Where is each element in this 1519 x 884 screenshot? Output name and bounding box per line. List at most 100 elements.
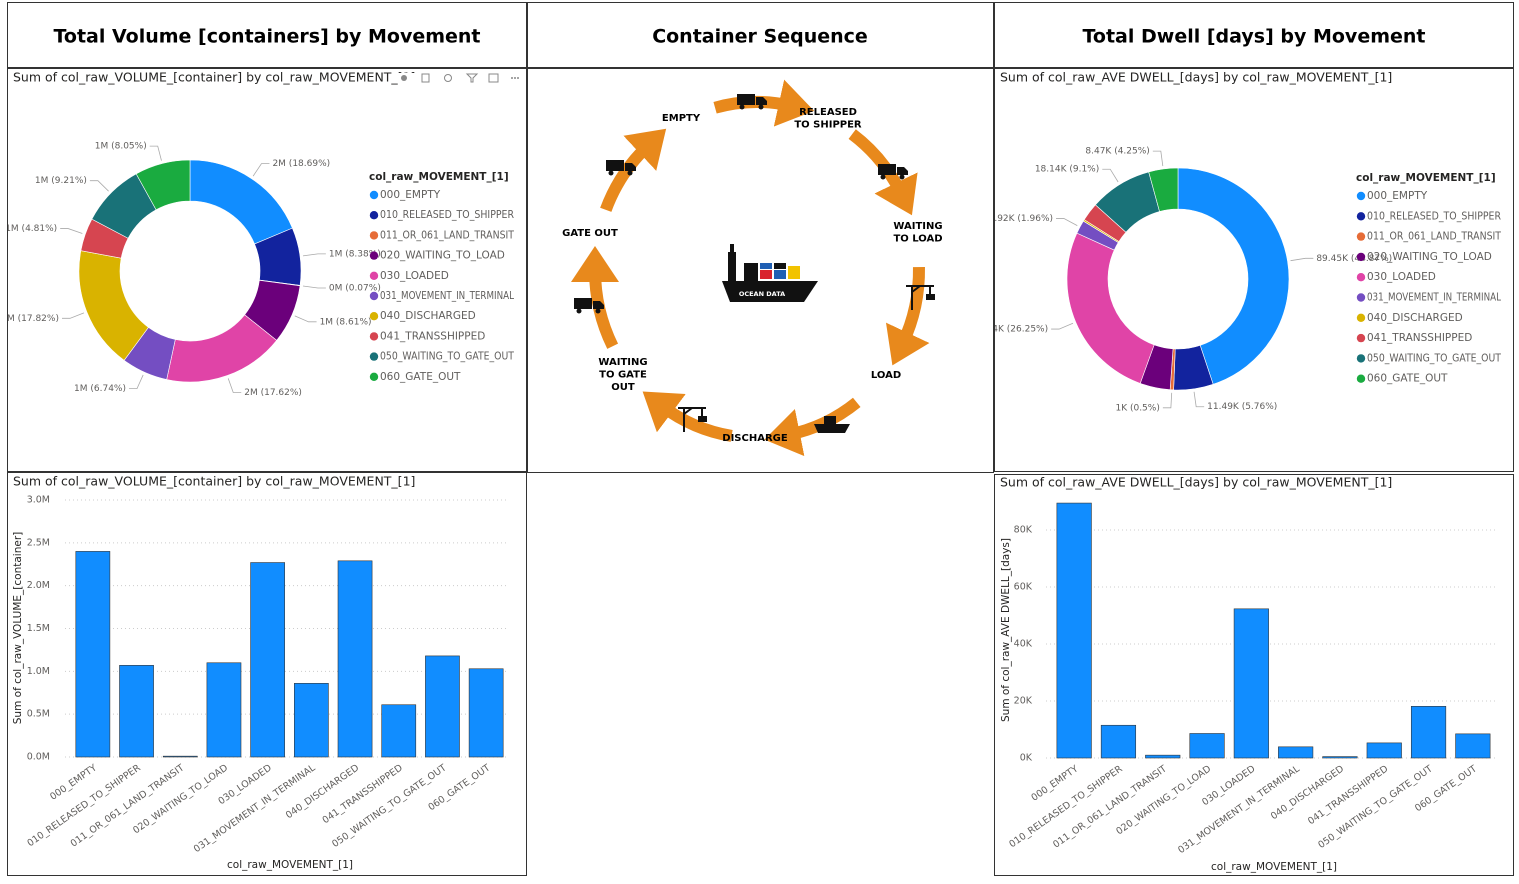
bar bbox=[468, 668, 504, 758]
y-axis-label: Sum of col_raw_VOLUME_[container] bbox=[12, 532, 24, 724]
truck-wheel bbox=[880, 174, 886, 180]
panel bbox=[994, 68, 1514, 472]
icon-alert[interactable] bbox=[444, 74, 452, 82]
panel bbox=[7, 472, 527, 876]
data-label: 1M (8.38%) bbox=[329, 249, 381, 259]
legend-swatch bbox=[1356, 252, 1366, 262]
truck-wheel bbox=[595, 308, 601, 314]
leader-line bbox=[1193, 391, 1205, 408]
truck-wheel bbox=[899, 174, 905, 180]
y-axis-label: Sum of col_raw_AVE DWELL_[days] bbox=[1000, 538, 1012, 722]
data-label: 1M (8.05%) bbox=[95, 142, 147, 152]
leader-line bbox=[1102, 168, 1119, 183]
donut-slice bbox=[189, 159, 293, 245]
y-tick-label: 1.5M bbox=[27, 623, 50, 634]
x-tick-label: 040_DISCHARGED bbox=[284, 762, 361, 821]
y-tick-label: 1.0M bbox=[27, 666, 50, 677]
leader-line bbox=[1162, 392, 1173, 409]
legend-label: 010_RELEASED_TO_SHIPPER bbox=[380, 209, 514, 221]
legend-title: col_raw_MOVEMENT_[1] bbox=[369, 171, 509, 183]
icon-pin[interactable] bbox=[401, 75, 407, 81]
leader-line bbox=[1051, 322, 1074, 330]
leader-line bbox=[60, 228, 83, 234]
legend-label: 040_DISCHARGED bbox=[1367, 312, 1463, 324]
legend-label: 050_WAITING_TO_GATE_OUT bbox=[1367, 352, 1502, 364]
bar bbox=[1278, 746, 1314, 759]
leader-line bbox=[302, 253, 326, 257]
bar bbox=[294, 683, 329, 758]
flow-arrow bbox=[600, 128, 667, 212]
legend-swatch bbox=[369, 291, 379, 301]
icon-focus[interactable] bbox=[488, 73, 499, 83]
data-label: 1M (8.61%) bbox=[320, 317, 372, 327]
ship-small-icon bbox=[814, 424, 850, 433]
donut-slice bbox=[1177, 167, 1290, 385]
legend-swatch bbox=[1356, 354, 1366, 363]
legend-label: 011_OR_061_LAND_TRANSIT bbox=[1367, 231, 1502, 243]
bar bbox=[337, 560, 373, 758]
visual-title: Sum of col_raw_AVE DWELL_[days] by col_r… bbox=[1000, 475, 1392, 490]
legend-label: 000_EMPTY bbox=[380, 189, 441, 201]
step-label: OUT bbox=[611, 382, 635, 393]
bar bbox=[1056, 502, 1092, 759]
flow-arrow bbox=[848, 129, 918, 216]
leader-line bbox=[294, 315, 317, 323]
y-tick-label: 2.5M bbox=[27, 537, 50, 548]
legend-swatch bbox=[1356, 374, 1366, 383]
legend-label: 020_WAITING_TO_LOAD bbox=[380, 250, 505, 262]
legend-label: 050_WAITING_TO_GATE_OUT bbox=[380, 351, 515, 363]
legend-label: 000_EMPTY bbox=[1367, 190, 1428, 202]
leader-line bbox=[128, 374, 144, 390]
data-label: 52.34K (26.25%) bbox=[972, 325, 1048, 335]
flow-arrow bbox=[885, 266, 930, 366]
legend-label: 060_GATE_OUT bbox=[380, 371, 461, 383]
truck-wheel bbox=[608, 170, 614, 176]
legend-swatch bbox=[1356, 313, 1366, 322]
visual: Sum of col_raw_AVE DWELL_[days] by col_r… bbox=[1000, 475, 1495, 873]
y-tick-label: 60K bbox=[1014, 582, 1033, 593]
legend-swatch bbox=[369, 190, 379, 200]
y-tick-label: 0.0M bbox=[27, 752, 50, 763]
truck-icon bbox=[878, 164, 896, 175]
truck-wheel bbox=[739, 104, 745, 110]
bar bbox=[1145, 754, 1181, 759]
legend-swatch bbox=[369, 271, 379, 280]
crane-load bbox=[698, 416, 707, 422]
truck-icon bbox=[593, 301, 604, 309]
panel bbox=[7, 68, 527, 472]
data-label: 89.45K (44.87%) bbox=[1316, 254, 1392, 264]
legend-label: 030_LOADED bbox=[1367, 271, 1436, 283]
visual: Sum of col_raw_VOLUME_[container] by col… bbox=[1, 70, 515, 399]
truck-wheel bbox=[758, 104, 764, 110]
visual-title: Sum of col_raw_AVE DWELL_[days] by col_r… bbox=[1000, 70, 1392, 85]
visual-toolbar[interactable] bbox=[398, 73, 522, 83]
step-label: RELEASED bbox=[799, 107, 857, 118]
visual: Sum of col_raw_AVE DWELL_[days] by col_r… bbox=[972, 70, 1502, 414]
visual: Sum of col_raw_VOLUME_[container] by col… bbox=[12, 474, 508, 871]
bar bbox=[250, 562, 285, 758]
y-tick-label: 40K bbox=[1014, 639, 1033, 650]
step-label: TO SHIPPER bbox=[794, 120, 862, 131]
y-tick-label: 3.0M bbox=[27, 495, 50, 506]
leader-line bbox=[1152, 150, 1164, 167]
truck-wheel bbox=[576, 308, 582, 314]
data-label: 2M (17.82%) bbox=[1, 314, 59, 324]
bar bbox=[425, 655, 460, 758]
truck-icon bbox=[625, 163, 636, 171]
data-label: 1M (6.74%) bbox=[74, 384, 126, 394]
sequence-diagram: EMPTY RELEASED TO SHIPPER WAITING TO LOAD LOA… bbox=[562, 79, 943, 457]
x-tick-label: 041_TRANSSHIPPED bbox=[1306, 763, 1390, 827]
data-label: 18.14K (9.1%) bbox=[1035, 165, 1099, 175]
step-label: WAITING bbox=[598, 357, 647, 368]
header-box bbox=[994, 2, 1514, 68]
legend-swatch bbox=[1356, 273, 1366, 282]
icon-copy[interactable] bbox=[421, 73, 430, 83]
icon-filter[interactable] bbox=[465, 73, 479, 83]
bar bbox=[1233, 608, 1269, 759]
y-tick-label: 2.0M bbox=[27, 580, 50, 591]
leader-line bbox=[89, 180, 109, 192]
legend-swatch bbox=[369, 352, 379, 361]
ship-icon bbox=[722, 244, 818, 302]
step-label: EMPTY bbox=[662, 113, 701, 124]
